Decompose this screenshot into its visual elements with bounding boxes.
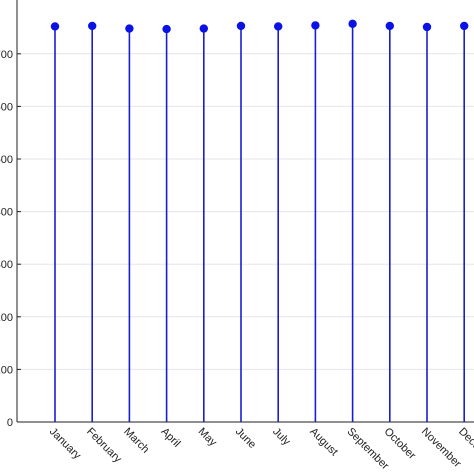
y-tick-label: 100 [0, 364, 13, 376]
x-tick-label: Dece [456, 426, 474, 453]
y-tick-label: 300 [0, 259, 13, 271]
stem-marker [50, 22, 60, 31]
y-tick-label: 400 [0, 207, 13, 219]
stems [54, 23, 466, 422]
stem-marker [385, 21, 394, 31]
x-tick-label: March [121, 426, 151, 456]
stem-marker [125, 24, 134, 33]
x-tick-label: June [233, 426, 258, 451]
x-tick-label: February [84, 426, 124, 466]
markers [50, 19, 469, 34]
y-tick-label: 0 [7, 417, 13, 429]
stem-marker [88, 21, 97, 31]
stem-marker [422, 22, 432, 32]
x-tick-label: August [307, 426, 340, 459]
stem-marker [348, 19, 357, 29]
axes [16, 0, 474, 423]
stem-marker [236, 21, 246, 31]
y-tick-labels: 0 100 200 300 400 500 600 700 [0, 49, 13, 429]
x-tick-label: May [196, 426, 220, 450]
y-tick-label: 500 [0, 154, 13, 166]
y-tick-label: 200 [0, 312, 13, 324]
stem-marker [274, 22, 283, 31]
grid-lines [17, 53, 474, 370]
y-tick-label: 600 [0, 101, 13, 113]
x-tick-label: October [382, 426, 418, 462]
stem-marker [199, 24, 208, 33]
stem-marker [311, 21, 320, 30]
x-tick-label: April [158, 426, 182, 450]
y-tick-label: 700 [0, 49, 13, 61]
stem-marker [460, 21, 469, 31]
x-tick-label: January [47, 426, 84, 463]
x-tick-label: July [270, 426, 293, 449]
stem-marker [162, 24, 171, 34]
